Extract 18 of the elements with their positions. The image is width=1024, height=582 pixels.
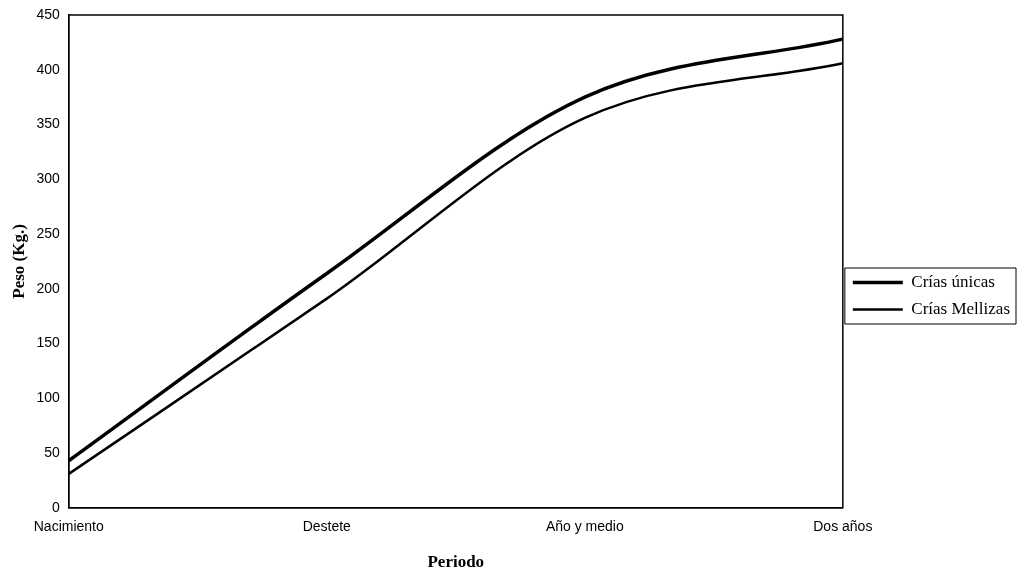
legend-label: Crías Mellizas <box>911 298 1010 318</box>
y-tick-label: 150 <box>36 334 60 351</box>
x-tick-label: Destete <box>302 518 352 535</box>
y-tick-label: 350 <box>36 115 60 132</box>
y-axis-title: Peso (Kg.) <box>8 224 28 299</box>
x-axis-title: Periodo <box>427 552 485 572</box>
y-tick-label: 400 <box>36 60 60 77</box>
x-tick-label: Año y medio <box>545 518 624 535</box>
y-tick-label: 50 <box>44 443 60 460</box>
y-tick-label: 100 <box>36 389 60 406</box>
x-tick-label: Dos años <box>813 518 873 535</box>
y-tick-label: 0 <box>51 498 60 515</box>
x-tick-label: Nacimiento <box>33 518 104 535</box>
y-tick-label: 450 <box>36 5 60 22</box>
legend-label: Crías únicas <box>911 271 995 291</box>
y-tick-label: 250 <box>36 224 60 241</box>
y-tick-label: 300 <box>36 170 60 187</box>
y-tick-label: 200 <box>36 279 60 296</box>
